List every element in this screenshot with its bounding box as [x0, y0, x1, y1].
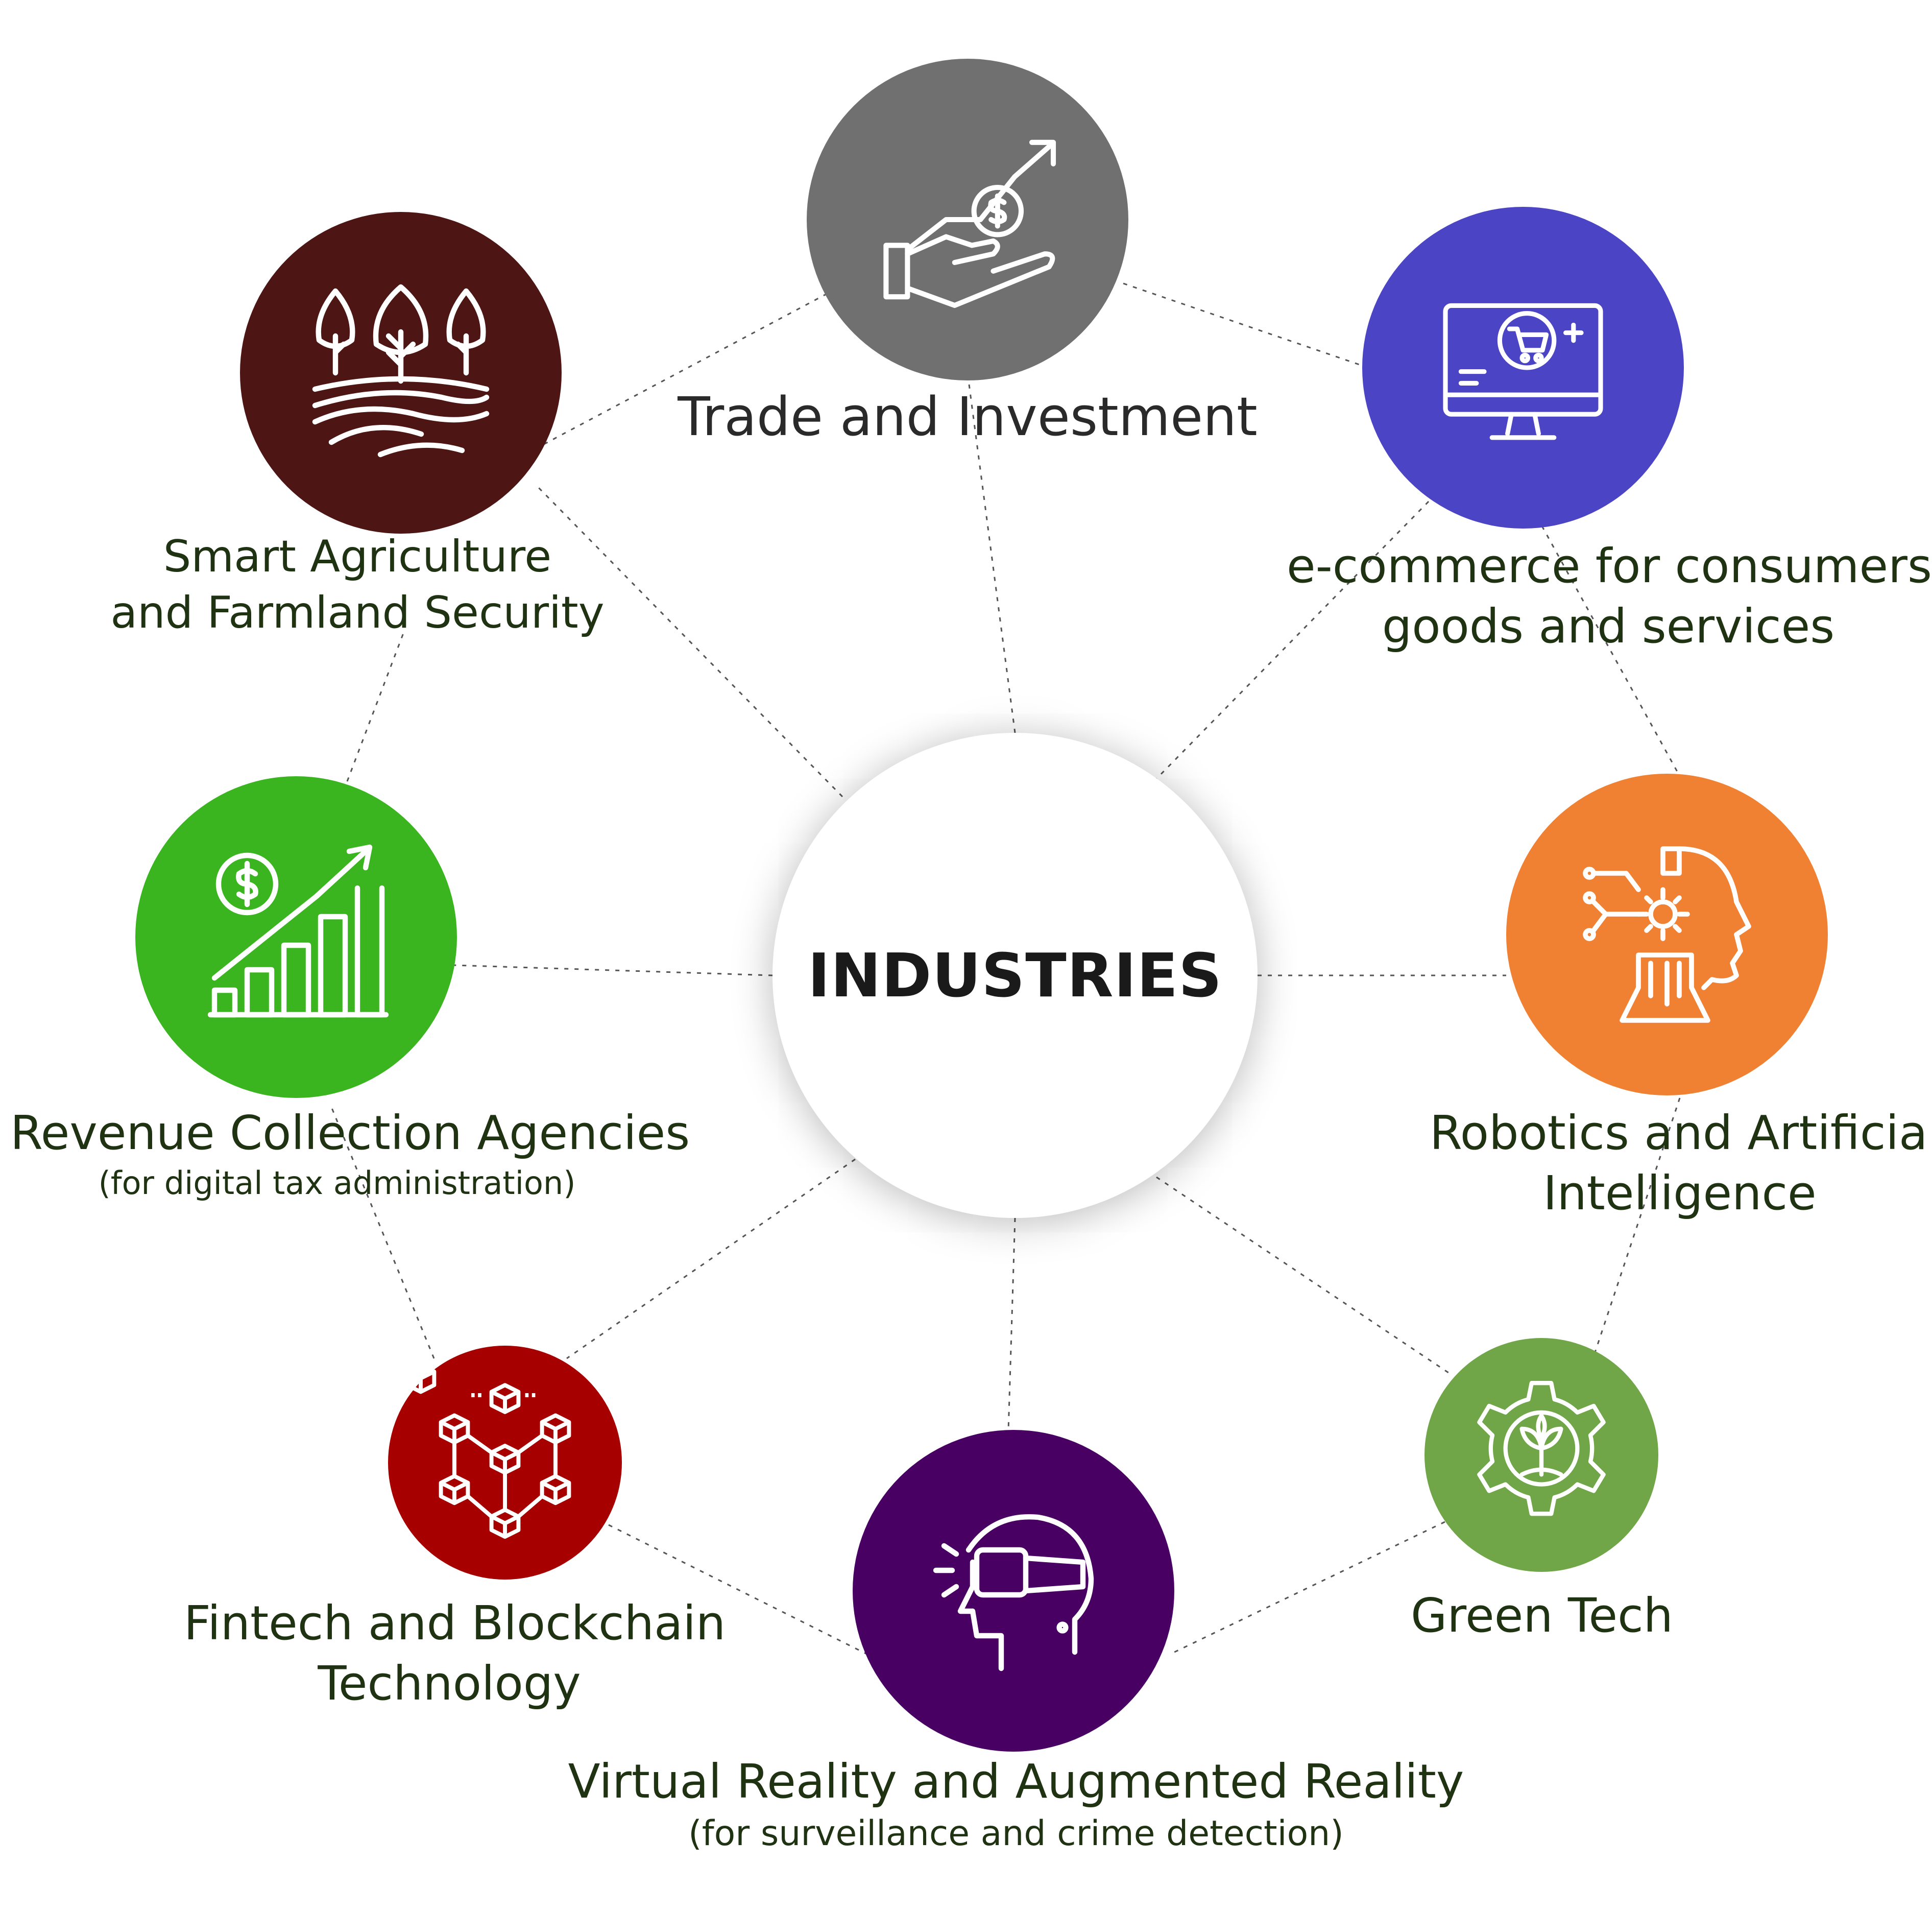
label-green-tech: Green Tech — [1379, 1586, 1705, 1646]
node-robotics-ai[interactable] — [1506, 774, 1828, 1095]
robot-head-gear-icon — [1583, 846, 1751, 1023]
robotics-title-line2: Intelligence — [1543, 1165, 1817, 1221]
revenue-title: Revenue Collection Agencies — [10, 1106, 690, 1160]
ring-fintech-revenue — [331, 1108, 435, 1359]
spoke-agriculture — [535, 484, 843, 798]
label-virtual-reality: Virtual Reality and Augmented Reality (f… — [562, 1752, 1470, 1855]
fintech-title-line1: Fintech and Blockchain — [184, 1596, 726, 1651]
dollar-bar-chart-icon — [207, 844, 389, 1018]
greentech-title: Green Tech — [1411, 1588, 1673, 1643]
center-title: INDUSTRIES — [807, 940, 1223, 1011]
label-robotics-ai: Robotics and Artificial Intelligence — [1430, 1103, 1932, 1224]
trade-title: Trade and Investment — [678, 386, 1258, 448]
ring-ecom-robot — [1541, 525, 1681, 777]
trees-farmland-icon — [312, 284, 490, 458]
spoke-revenue — [454, 964, 773, 976]
label-trade-investment: Trade and Investment — [674, 383, 1261, 451]
hand-coin-growth-icon — [883, 139, 1056, 308]
spoke-fintech — [566, 1158, 856, 1359]
node-smart-agriculture[interactable] — [240, 212, 562, 534]
spoke-greentech — [1156, 1176, 1451, 1375]
vr-title: Virtual Reality and Augmented Reality — [568, 1754, 1464, 1809]
spoke-vr — [1007, 1217, 1016, 1430]
node-fintech-blockchain[interactable] — [388, 1346, 622, 1580]
agriculture-title-line2: and Farmland Security — [110, 587, 605, 639]
node-virtual-reality[interactable] — [853, 1430, 1174, 1752]
node-ecommerce[interactable] — [1362, 207, 1684, 529]
label-revenue-collection: Revenue Collection Agencies (for digital… — [10, 1103, 690, 1203]
label-fintech-blockchain: Fintech and Blockchain Technology — [184, 1593, 726, 1714]
monitor-cart-icon — [1443, 303, 1603, 440]
ecommerce-title-line1: e-commerce for consumers — [1287, 539, 1932, 593]
node-revenue-collection[interactable] — [135, 776, 457, 1098]
vr-headset-icon — [933, 1514, 1094, 1671]
ring-agri-trade — [543, 293, 828, 445]
robotics-title-line1: Robotics and Artificial — [1430, 1106, 1932, 1160]
ring-vr-fintech — [607, 1523, 868, 1656]
ring-trade-ecom — [1123, 282, 1369, 369]
fintech-title-line2: Technology — [318, 1656, 581, 1711]
ring-robot-green — [1592, 1097, 1681, 1359]
blockchain-cubes-icon — [405, 1363, 589, 1547]
spoke-ecommerce — [1153, 499, 1431, 782]
label-ecommerce: e-commerce for consumers goods and servi… — [1287, 536, 1932, 657]
ecommerce-title-line2: goods and services — [1382, 599, 1835, 654]
node-trade-investment[interactable] — [807, 59, 1128, 380]
gear-plant-icon — [1477, 1381, 1606, 1516]
label-smart-agriculture: Smart Agriculture and Farmland Security — [102, 529, 613, 641]
center-circle: INDUSTRIES — [772, 733, 1258, 1218]
revenue-subtitle: (for digital tax administration) — [98, 1164, 576, 1202]
vr-subtitle: (for surveillance and crime detection) — [688, 1813, 1344, 1854]
agriculture-title-line1: Smart Agriculture — [163, 531, 552, 582]
ring-revenue-agri — [346, 633, 404, 782]
node-green-tech[interactable] — [1424, 1338, 1658, 1572]
